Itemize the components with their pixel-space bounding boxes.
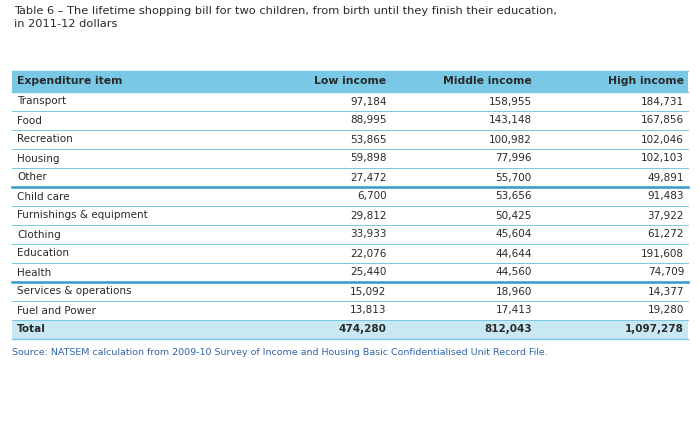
Bar [12, 111, 688, 130]
Text: 184,731: 184,731 [641, 97, 684, 106]
Text: Middle income: Middle income [443, 77, 532, 86]
Text: 49,891: 49,891 [648, 173, 684, 182]
Text: 15,092: 15,092 [350, 287, 386, 296]
Bar [12, 301, 688, 320]
Text: 91,483: 91,483 [648, 192, 684, 201]
Text: 77,996: 77,996 [496, 153, 532, 164]
Text: Other: Other [17, 173, 47, 182]
Bar [12, 263, 688, 282]
Bar [12, 92, 688, 111]
Bar [12, 206, 688, 225]
Text: Transport: Transport [17, 97, 66, 106]
Bar [12, 225, 688, 244]
Text: 474,280: 474,280 [339, 325, 386, 334]
Text: Furnishings & equipment: Furnishings & equipment [17, 210, 148, 221]
Text: 102,103: 102,103 [641, 153, 684, 164]
Text: 74,709: 74,709 [648, 268, 684, 277]
Text: 167,856: 167,856 [641, 115, 684, 126]
Text: 33,933: 33,933 [350, 230, 386, 239]
Text: Recreation: Recreation [17, 135, 73, 144]
Text: 37,922: 37,922 [648, 210, 684, 221]
Text: Education: Education [17, 248, 69, 259]
Bar [12, 320, 688, 339]
Text: 55,700: 55,700 [496, 173, 532, 182]
Text: Expenditure item: Expenditure item [17, 77, 122, 86]
Text: Services & operations: Services & operations [17, 287, 132, 296]
Text: 18,960: 18,960 [496, 287, 532, 296]
Text: Clothing: Clothing [17, 230, 61, 239]
Text: High income: High income [608, 77, 684, 86]
Text: 102,046: 102,046 [641, 135, 684, 144]
Text: 19,280: 19,280 [648, 305, 684, 316]
Bar [12, 71, 688, 92]
Bar [12, 130, 688, 149]
Text: 6,700: 6,700 [357, 192, 386, 201]
Text: 29,812: 29,812 [350, 210, 386, 221]
Text: Fuel and Power: Fuel and Power [17, 305, 96, 316]
Text: 14,377: 14,377 [648, 287, 684, 296]
Text: in 2011-12 dollars: in 2011-12 dollars [14, 19, 118, 29]
Bar [12, 187, 688, 206]
Text: 53,656: 53,656 [496, 192, 532, 201]
Text: 812,043: 812,043 [484, 325, 532, 334]
Text: 53,865: 53,865 [350, 135, 386, 144]
Text: 61,272: 61,272 [648, 230, 684, 239]
Text: 88,995: 88,995 [350, 115, 386, 126]
Text: Child care: Child care [17, 192, 69, 201]
Text: 44,560: 44,560 [496, 268, 532, 277]
Text: 13,813: 13,813 [350, 305, 386, 316]
Text: Low income: Low income [314, 77, 386, 86]
Bar [12, 168, 688, 187]
Text: 158,955: 158,955 [489, 97, 532, 106]
Text: 143,148: 143,148 [489, 115, 532, 126]
Text: Health: Health [17, 268, 51, 277]
Text: Food: Food [17, 115, 42, 126]
Text: 97,184: 97,184 [350, 97, 386, 106]
Text: Source: NATSEM calculation from 2009-10 Survey of Income and Housing Basic Confi: Source: NATSEM calculation from 2009-10 … [12, 348, 547, 357]
Text: 17,413: 17,413 [496, 305, 532, 316]
Text: 27,472: 27,472 [350, 173, 386, 182]
Text: 59,898: 59,898 [350, 153, 386, 164]
Text: 45,604: 45,604 [496, 230, 532, 239]
Text: 191,608: 191,608 [641, 248, 684, 259]
Text: 50,425: 50,425 [496, 210, 532, 221]
Bar [12, 244, 688, 263]
Text: 44,644: 44,644 [496, 248, 532, 259]
Bar [12, 282, 688, 301]
Text: 1,097,278: 1,097,278 [625, 325, 684, 334]
Text: 100,982: 100,982 [489, 135, 532, 144]
Text: Table 6 – The lifetime shopping bill for two children, from birth until they fin: Table 6 – The lifetime shopping bill for… [14, 6, 557, 16]
Text: Total: Total [17, 325, 46, 334]
Text: 22,076: 22,076 [350, 248, 386, 259]
Bar [12, 149, 688, 168]
Text: 25,440: 25,440 [350, 268, 386, 277]
Text: Housing: Housing [17, 153, 60, 164]
